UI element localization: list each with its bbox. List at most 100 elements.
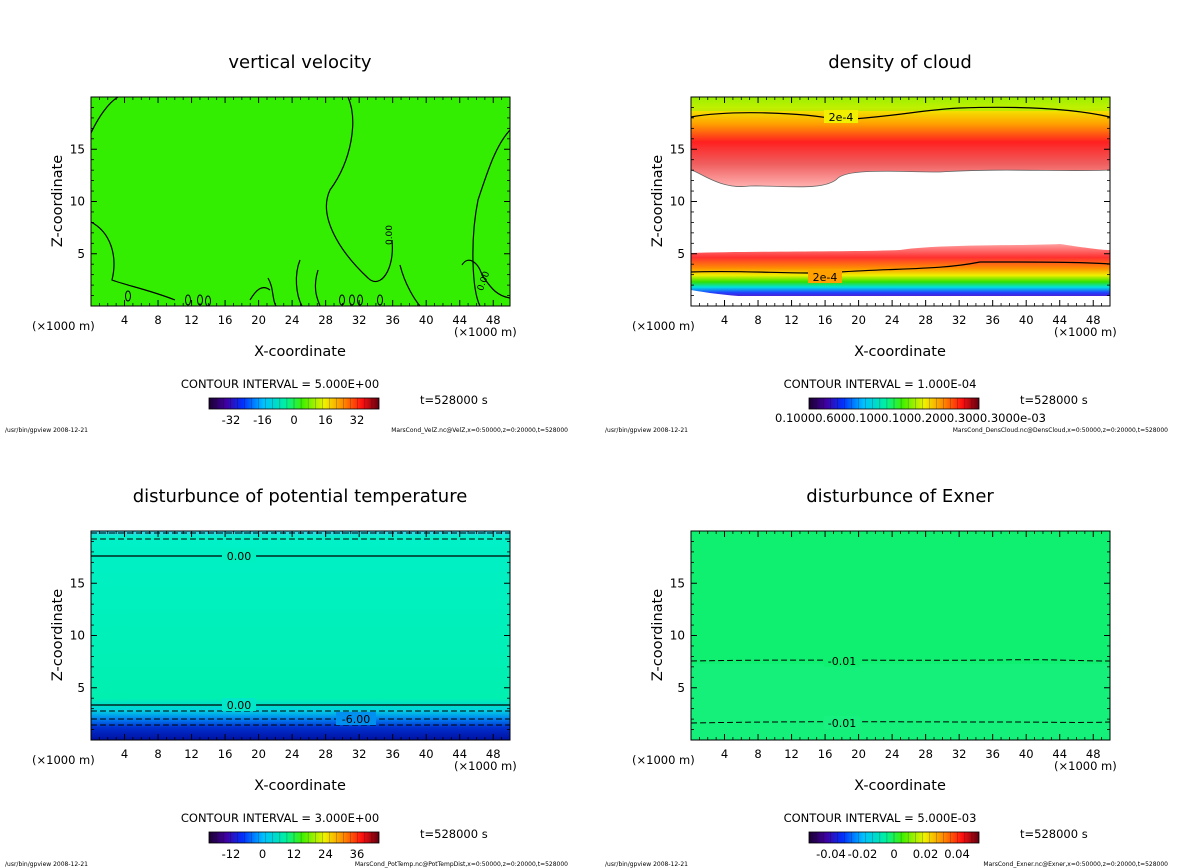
x-unit-label-right: (×1000 m) <box>1054 325 1117 339</box>
contour-line <box>690 106 1111 121</box>
x-tick-label: 8 <box>754 747 761 761</box>
x-tick-label: 28 <box>918 313 933 327</box>
x-tick-label: 44 <box>452 313 467 327</box>
x-axis-label: X-coordinate <box>254 344 346 360</box>
y-axis-label: Z-coordinate <box>650 589 666 681</box>
contour-label: 2e-4 <box>813 271 838 284</box>
colorbar-tick-label: 0.02 <box>913 847 939 861</box>
x-tick-label: 16 <box>218 747 233 761</box>
field-lower <box>691 664 1110 740</box>
x-tick-label: 32 <box>352 747 367 761</box>
footer-right: MarsCond_DensCloud.nc@DensCloud,x=0:5000… <box>953 427 1168 434</box>
field-background <box>91 97 510 306</box>
x-tick-label: 8 <box>754 313 761 327</box>
contour-line <box>472 129 511 307</box>
contour-loop <box>185 294 191 306</box>
contour-line <box>295 259 321 307</box>
time-stamp: t=528000 s <box>420 393 488 407</box>
contour-line <box>690 169 1111 188</box>
colorbar-tick-label: -0.04 <box>816 847 846 861</box>
y-tick-label: 15 <box>70 142 85 156</box>
time-stamp: t=528000 s <box>1020 393 1088 407</box>
label-bg <box>824 110 858 123</box>
colorbar-tick-label: 16 <box>318 413 333 427</box>
x-tick-label: 16 <box>218 313 233 327</box>
colorbar-tick-label: 0 <box>890 847 897 861</box>
label-bg <box>222 549 256 562</box>
plot-field: 0.000.00 <box>90 96 511 307</box>
contour-line <box>90 221 176 301</box>
x-tick-label: 28 <box>918 747 933 761</box>
colorbar-tick-label: -12 <box>222 847 241 861</box>
x-tick-label: 28 <box>318 313 333 327</box>
x-unit-label-left: (×1000 m) <box>32 319 95 333</box>
contour-loop <box>349 294 355 306</box>
contour-label: 0.00 <box>227 699 252 712</box>
contour-loop <box>357 294 363 306</box>
colorbar-tick-label: 32 <box>350 413 365 427</box>
plot-field: -0.01 -0.01 <box>690 531 1111 740</box>
contour-interval: CONTOUR INTERVAL = 1.000E-04 <box>784 377 977 391</box>
contour-interval: CONTOUR INTERVAL = 5.000E-03 <box>784 811 977 825</box>
time-stamp: t=528000 s <box>420 827 488 841</box>
x-tick-label: 24 <box>285 747 300 761</box>
y-tick-label: 5 <box>677 247 685 261</box>
contour-interval: CONTOUR INTERVAL = 5.000E+00 <box>181 377 379 391</box>
x-unit-label-left: (×1000 m) <box>32 753 95 767</box>
label-bg <box>336 712 376 725</box>
contour-line <box>90 96 119 134</box>
x-unit-label-right: (×1000 m) <box>454 759 517 773</box>
y-tick-label: 10 <box>670 195 685 209</box>
plot-field: 0.00 0.00 -6.00 <box>91 531 510 740</box>
x-tick-label: 4 <box>121 747 128 761</box>
x-axis-label: X-coordinate <box>854 344 946 360</box>
y-tick-label: 10 <box>70 629 85 643</box>
contour-label: 2e-4 <box>829 111 854 124</box>
x-tick-label: 20 <box>851 747 866 761</box>
x-tick-label: 44 <box>1052 747 1067 761</box>
y-tick-label: 15 <box>670 576 685 590</box>
contour-label: 0.00 <box>385 225 395 245</box>
contour-label: -0.01 <box>828 717 856 730</box>
x-tick-label: 24 <box>285 313 300 327</box>
x-tick-label: 4 <box>121 313 128 327</box>
x-tick-label: 44 <box>452 747 467 761</box>
x-unit-label-right: (×1000 m) <box>1054 759 1117 773</box>
x-tick-label: 12 <box>784 313 799 327</box>
colorbar-tick-label: 0 <box>290 413 297 427</box>
contour-line <box>399 264 421 307</box>
x-axis-label: X-coordinate <box>254 778 346 794</box>
x-tick-label: 28 <box>318 747 333 761</box>
x-tick-label: 32 <box>952 313 967 327</box>
y-tick-label: 5 <box>77 247 85 261</box>
x-tick-label: 48 <box>1086 747 1101 761</box>
x-tick-label: 32 <box>352 313 367 327</box>
contour-loop <box>377 294 383 306</box>
x-tick-label: 40 <box>419 747 434 761</box>
colorbar-tick-label: 12 <box>287 847 302 861</box>
x-tick-label: 8 <box>154 313 161 327</box>
x-tick-label: 20 <box>251 747 266 761</box>
colorbar-tick-label: 0.04 <box>944 847 970 861</box>
colorbar-tick-label: 0 <box>259 847 266 861</box>
time-stamp: t=528000 s <box>1020 827 1088 841</box>
x-unit-label-left: (×1000 m) <box>632 319 695 333</box>
y-tick-label: 10 <box>670 629 685 643</box>
chart-title: vertical velocity <box>228 52 372 73</box>
x-axis-label: X-coordinate <box>854 778 946 794</box>
y-axis-label: Z-coordinate <box>50 155 66 247</box>
x-tick-label: 36 <box>385 313 400 327</box>
chart-title: disturbunce of potential temperature <box>133 486 468 507</box>
label-bg <box>824 716 860 729</box>
footer-left: /usr/bin/gpview 2008-12-21 <box>5 427 88 434</box>
footer-right: MarsCond_PotTemp.nc@PotTempDist,x=0:5000… <box>355 861 568 868</box>
y-tick-label: 5 <box>677 681 685 695</box>
colorbar-tick-label: 36 <box>350 847 365 861</box>
contour-label: -6.00 <box>342 713 370 726</box>
x-tick-label: 8 <box>154 747 161 761</box>
x-tick-label: 36 <box>385 747 400 761</box>
colorbar-tick-label: 0.10000.6000.1000.1000.2000.3000.3000e-0… <box>775 411 1046 425</box>
x-tick-label: 4 <box>721 747 728 761</box>
